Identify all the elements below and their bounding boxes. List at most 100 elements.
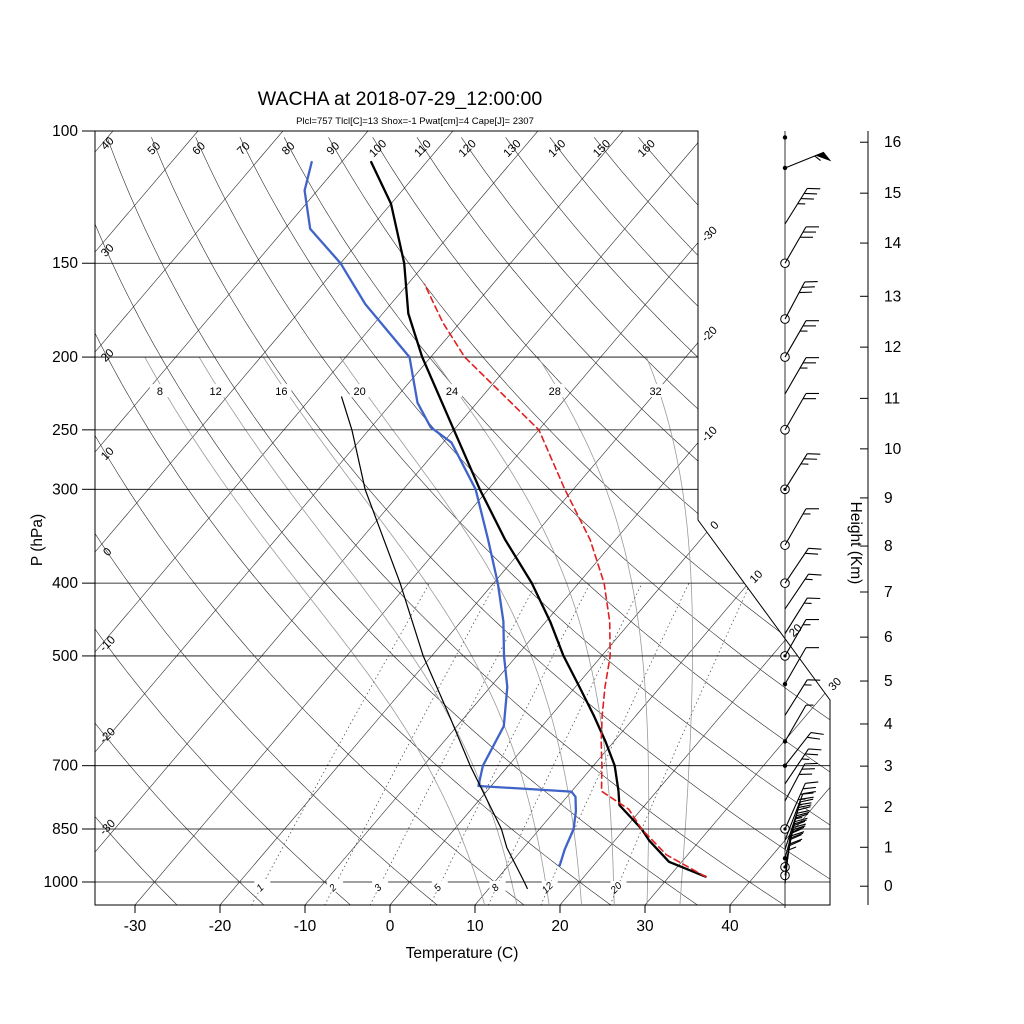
svg-text:20: 20 (99, 347, 117, 365)
svg-text:12: 12 (210, 386, 222, 398)
svg-text:10: 10 (466, 918, 484, 935)
plot-frame (94, 130, 831, 906)
svg-text:-10: -10 (700, 425, 720, 445)
wind-barb (782, 135, 788, 140)
svg-text:14: 14 (884, 235, 902, 252)
svg-text:90: 90 (325, 140, 343, 158)
wind-barb (780, 508, 819, 550)
svg-text:16: 16 (884, 134, 901, 151)
chart-subtitle: Plcl=757 Tlcl[C]=13 Shox=-1 Pwat[cm]=4 C… (296, 116, 534, 127)
svg-text:10: 10 (884, 441, 902, 458)
svg-text:500: 500 (52, 648, 78, 665)
wind-barb (784, 679, 821, 716)
svg-text:9: 9 (884, 490, 893, 507)
wind-barb (784, 597, 821, 634)
svg-text:16: 16 (275, 386, 287, 398)
wind-barb (780, 619, 819, 661)
svg-text:1: 1 (255, 882, 267, 894)
svg-text:200: 200 (52, 349, 78, 366)
wind-barb (780, 453, 821, 495)
height-axis-label: Height (Km) (847, 502, 864, 585)
svg-text:100: 100 (367, 138, 389, 160)
svg-text:130: 130 (502, 138, 524, 160)
svg-text:24: 24 (446, 386, 458, 398)
wind-barb (784, 187, 821, 225)
svg-text:100: 100 (52, 123, 78, 140)
svg-text:60: 60 (190, 140, 208, 158)
svg-text:13: 13 (884, 288, 901, 305)
wind-barb (780, 226, 819, 269)
svg-text:0: 0 (101, 546, 114, 559)
svg-text:20: 20 (551, 918, 569, 935)
wind-barb (784, 748, 822, 785)
svg-text:10: 10 (99, 445, 117, 463)
svg-text:3: 3 (884, 758, 893, 775)
svg-text:50: 50 (146, 140, 164, 158)
svg-text:30: 30 (827, 676, 845, 694)
svg-text:120: 120 (457, 138, 479, 160)
background-line-labels: 50 60 70 80 90 100 110 120 130 140 150 160403020100… (98, 135, 844, 897)
svg-text:700: 700 (52, 758, 78, 775)
wind-barb-column (780, 131, 832, 908)
wind-barb (780, 280, 818, 324)
wind-barb (782, 704, 814, 744)
svg-text:-10: -10 (294, 918, 317, 935)
temperature-axis-label: Temperature (C) (406, 945, 519, 962)
svg-text:30: 30 (636, 918, 654, 935)
svg-text:40: 40 (721, 918, 739, 935)
svg-text:12: 12 (884, 339, 901, 356)
svg-text:28: 28 (549, 386, 561, 398)
svg-text:30: 30 (99, 242, 117, 260)
wind-barb (784, 828, 803, 884)
svg-text:-20: -20 (209, 918, 232, 935)
svg-text:0: 0 (386, 918, 395, 935)
svg-text:80: 80 (280, 140, 298, 158)
svg-text:-20: -20 (700, 325, 720, 345)
wind-barb (782, 732, 824, 768)
svg-text:1: 1 (884, 839, 893, 856)
dewpoint-curve (303, 160, 578, 867)
svg-text:8: 8 (157, 386, 163, 398)
temperature-curve (370, 160, 707, 878)
wind-barb (784, 791, 816, 841)
svg-text:10: 10 (748, 568, 766, 586)
wind-barb (780, 320, 819, 362)
wind-barb (784, 762, 818, 802)
pressure-axis-label: P (hPa) (29, 514, 46, 566)
svg-text:-30: -30 (124, 918, 147, 935)
wind-barb (780, 781, 819, 834)
wind-barb (782, 647, 819, 687)
svg-text:850: 850 (52, 821, 78, 838)
svg-text:6: 6 (884, 629, 893, 646)
svg-text:70: 70 (235, 140, 253, 158)
svg-text:-30: -30 (98, 818, 118, 838)
svg-text:0: 0 (709, 519, 722, 532)
svg-text:40: 40 (99, 135, 117, 153)
svg-text:-30: -30 (700, 225, 720, 245)
svg-text:300: 300 (52, 481, 78, 498)
svg-text:140: 140 (546, 138, 568, 160)
svg-text:400: 400 (52, 575, 78, 592)
svg-text:250: 250 (52, 422, 78, 439)
chart-title: WACHA at 2018-07-29_12:00:00 (258, 88, 543, 110)
svg-text:32: 32 (649, 386, 661, 398)
wind-barb (780, 547, 822, 588)
wind-barb (784, 573, 822, 610)
reference-curve (341, 396, 528, 890)
svg-text:20: 20 (354, 386, 366, 398)
svg-text:11: 11 (884, 390, 900, 407)
wind-barb (784, 357, 819, 395)
svg-text:8: 8 (884, 538, 893, 555)
svg-text:110: 110 (412, 138, 433, 159)
svg-text:15: 15 (884, 185, 901, 202)
svg-text:150: 150 (52, 255, 78, 272)
svg-text:0: 0 (884, 878, 893, 895)
svg-text:4: 4 (884, 716, 893, 733)
svg-text:7: 7 (884, 584, 893, 601)
wind-barb (782, 151, 832, 171)
parcel-curve (423, 283, 707, 878)
sounding-curves (303, 160, 707, 890)
svg-text:1000: 1000 (44, 874, 79, 891)
